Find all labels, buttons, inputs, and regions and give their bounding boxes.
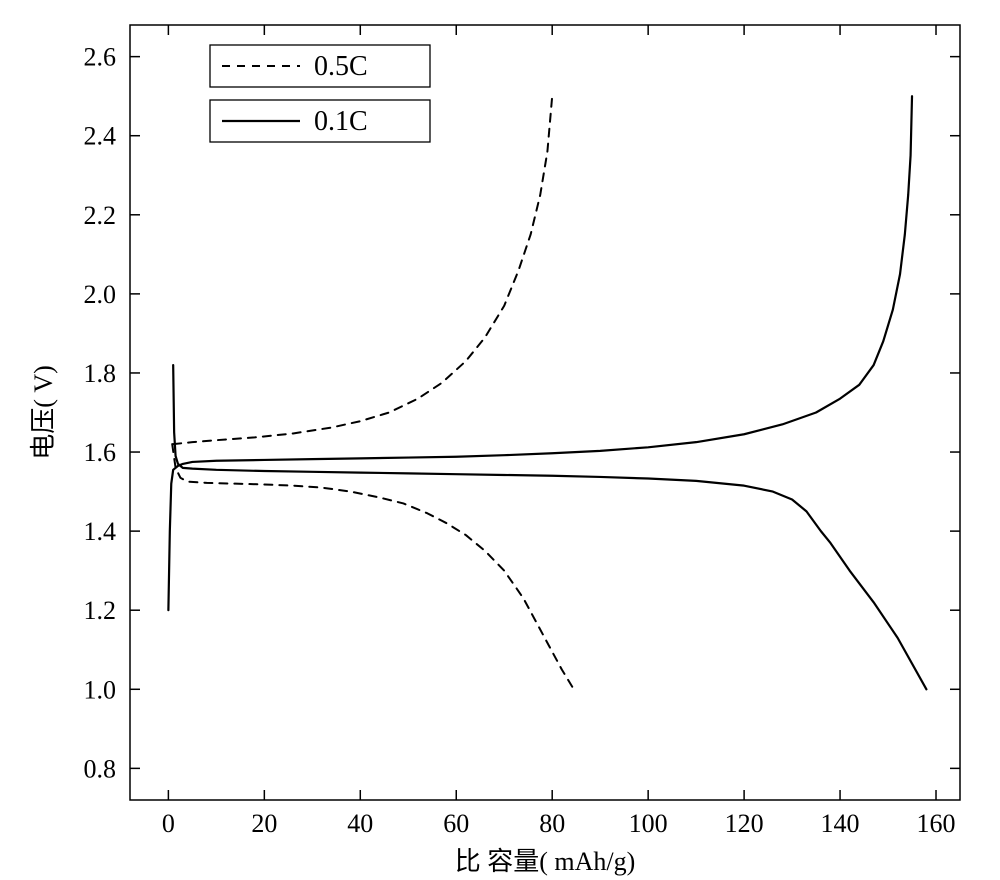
svg-text:40: 40 [347, 809, 373, 838]
svg-text:60: 60 [443, 809, 469, 838]
svg-text:比 容量( mAh/g): 比 容量( mAh/g) [455, 847, 636, 876]
svg-text:2.0: 2.0 [84, 280, 117, 309]
voltage-capacity-chart: 0 20 40 60 80 100 120 140 160 0.8 1.0 1.2 1.4 1.6 1.8 2… [0, 0, 1000, 880]
svg-text:1.0: 1.0 [84, 675, 117, 704]
svg-text:1.2: 1.2 [84, 596, 117, 625]
svg-text:100: 100 [629, 809, 668, 838]
svg-text:160: 160 [917, 809, 956, 838]
svg-text:1.6: 1.6 [84, 438, 117, 467]
svg-text:2.6: 2.6 [84, 43, 117, 72]
svg-text:0.8: 0.8 [84, 754, 117, 783]
svg-text:0.1C: 0.1C [314, 106, 368, 137]
svg-text:120: 120 [725, 809, 764, 838]
svg-text:2.4: 2.4 [84, 122, 117, 151]
svg-text:80: 80 [539, 809, 565, 838]
svg-text:0: 0 [162, 809, 175, 838]
svg-text:20: 20 [251, 809, 277, 838]
svg-text:1.4: 1.4 [84, 517, 117, 546]
svg-text:电压( V): 电压( V) [29, 365, 58, 460]
svg-text:140: 140 [821, 809, 860, 838]
svg-text:0.5C: 0.5C [314, 51, 368, 82]
svg-text:1.8: 1.8 [84, 359, 117, 388]
svg-text:2.2: 2.2 [84, 201, 117, 230]
